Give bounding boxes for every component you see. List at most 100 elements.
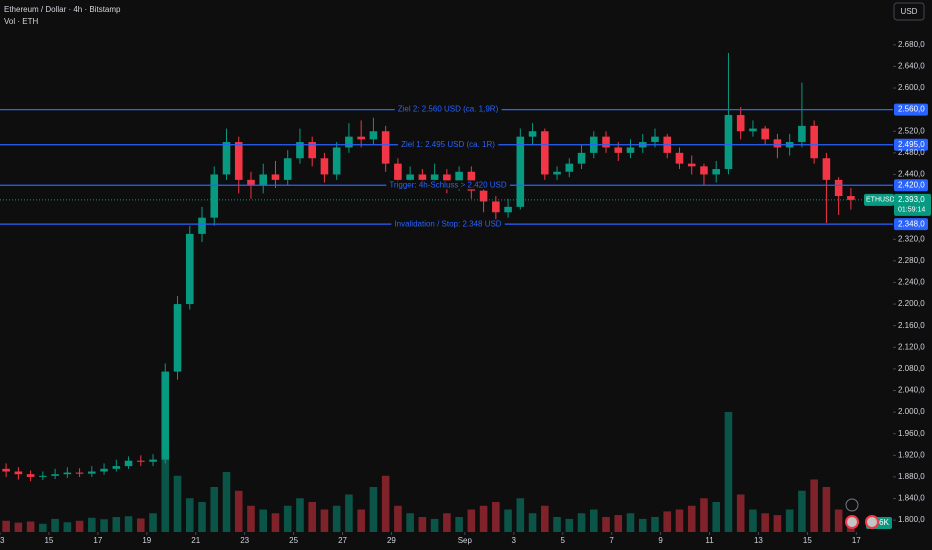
- volume-bar: [161, 442, 170, 532]
- volume-bar: [749, 509, 757, 532]
- candle-body: [504, 206, 512, 213]
- candle-body: [259, 174, 268, 186]
- x-tick-label: 5: [560, 536, 565, 545]
- volume-bar: [785, 509, 794, 532]
- y-tick-label: 2.080,0: [898, 364, 925, 373]
- candle-body: [112, 466, 121, 469]
- candle-body: [492, 201, 500, 213]
- volume-bar: [26, 521, 35, 532]
- candle-body: [430, 174, 439, 180]
- candle-body: [516, 136, 525, 207]
- candle-body: [724, 115, 733, 170]
- volume-bar: [467, 509, 476, 532]
- candle-body: [687, 163, 696, 167]
- candle-body: [847, 196, 855, 200]
- volume-bar: [589, 509, 598, 532]
- volume-bar: [712, 502, 721, 532]
- x-tick-label: 13: [0, 536, 5, 545]
- volume-bar: [14, 522, 23, 532]
- y-tick-label: 2.640,0: [898, 62, 925, 71]
- volume-bar: [736, 494, 745, 532]
- candle-body: [712, 169, 721, 175]
- candle-body: [247, 179, 255, 186]
- flag-icon[interactable]: [845, 515, 859, 529]
- currency-button[interactable]: [893, 2, 925, 21]
- symbol-label: ETHUSD: [866, 197, 895, 204]
- y-tick-label: 1.960,0: [898, 429, 925, 438]
- y-tick-label: 2.480,0: [898, 148, 925, 157]
- level-price-label: 2.495,0: [898, 140, 925, 149]
- x-tick-label: 11: [705, 536, 714, 545]
- last-price-label: 2.393,0: [898, 195, 925, 204]
- volume-bar: [406, 513, 414, 532]
- candle-body: [345, 136, 353, 148]
- volume-bar: [394, 505, 402, 532]
- volume-bar: [296, 498, 304, 532]
- volume-bar: [614, 515, 623, 532]
- candle-body: [822, 158, 831, 180]
- candle-body: [14, 471, 23, 475]
- candle-body: [614, 147, 623, 153]
- level-price-label: 2.420,0: [898, 180, 925, 189]
- x-tick-label: 13: [754, 536, 763, 545]
- candle-body: [381, 131, 390, 164]
- volume-bar: [369, 487, 378, 532]
- volume-bar: [651, 517, 659, 532]
- volume-bar: [479, 505, 488, 532]
- candle-body: [296, 142, 304, 159]
- flag-icon[interactable]: [865, 515, 879, 529]
- candle-body: [198, 217, 206, 234]
- candle-body: [124, 460, 133, 467]
- x-tick-label: 25: [289, 536, 298, 545]
- x-tick-label: 29: [387, 536, 396, 545]
- level-price-box: [894, 179, 928, 192]
- candle-body: [222, 142, 231, 175]
- candle-body: [283, 158, 292, 180]
- candle-body: [271, 174, 280, 180]
- axes-layer: 2.680,0 2.640,0 2.600,0 2.520,0 2.480,0 2.440…: [0, 40, 925, 545]
- y-tick-label: 2.280,0: [898, 256, 925, 265]
- volume-bar: [565, 518, 574, 532]
- volume-bar: [173, 475, 182, 532]
- candle-body: [418, 174, 427, 180]
- volume-bar: [553, 517, 561, 532]
- volume-bar: [443, 513, 451, 532]
- volume-bar: [834, 509, 843, 532]
- candle-body: [149, 459, 157, 462]
- volume-bar: [271, 513, 280, 532]
- volume-bar: [136, 518, 145, 532]
- candle-body: [577, 152, 586, 164]
- candle-body: [394, 163, 402, 180]
- candle-body: [100, 468, 108, 472]
- x-tick-label: 15: [44, 536, 53, 545]
- candle-body: [161, 371, 170, 460]
- volume-bar: [283, 505, 292, 532]
- candle-body: [26, 474, 35, 477]
- y-tick-label: 2.320,0: [898, 234, 925, 243]
- volume-bar: [320, 509, 329, 532]
- volume-bar: [185, 498, 194, 532]
- currency-label[interactable]: USD: [901, 7, 918, 16]
- volume-bar: [100, 519, 108, 532]
- countdown: 01:59:14: [898, 207, 925, 214]
- volume-bar: [687, 505, 696, 532]
- level-text-bg: [391, 219, 505, 229]
- candle-body: [51, 474, 59, 476]
- volume-bar: [259, 509, 268, 532]
- candle-body: [406, 174, 414, 180]
- volume-bar: [381, 475, 390, 532]
- candle-body: [749, 128, 757, 132]
- level-text: Ziel 2: 2.560 USD (ca. 1,9R): [398, 105, 499, 114]
- y-tick-label: 2.000,0: [898, 407, 925, 416]
- lightning-icon[interactable]: [845, 498, 859, 512]
- volume-bar: [675, 509, 684, 532]
- volume-bar: [247, 505, 255, 532]
- y-tick-label: 1.840,0: [898, 494, 925, 503]
- candle-body: [528, 131, 537, 137]
- volume-bar: [663, 511, 672, 532]
- y-tick-label: 2.680,0: [898, 40, 925, 49]
- level-text-bg: [394, 104, 502, 114]
- level-price-box: [894, 103, 928, 116]
- candle-body: [565, 163, 574, 172]
